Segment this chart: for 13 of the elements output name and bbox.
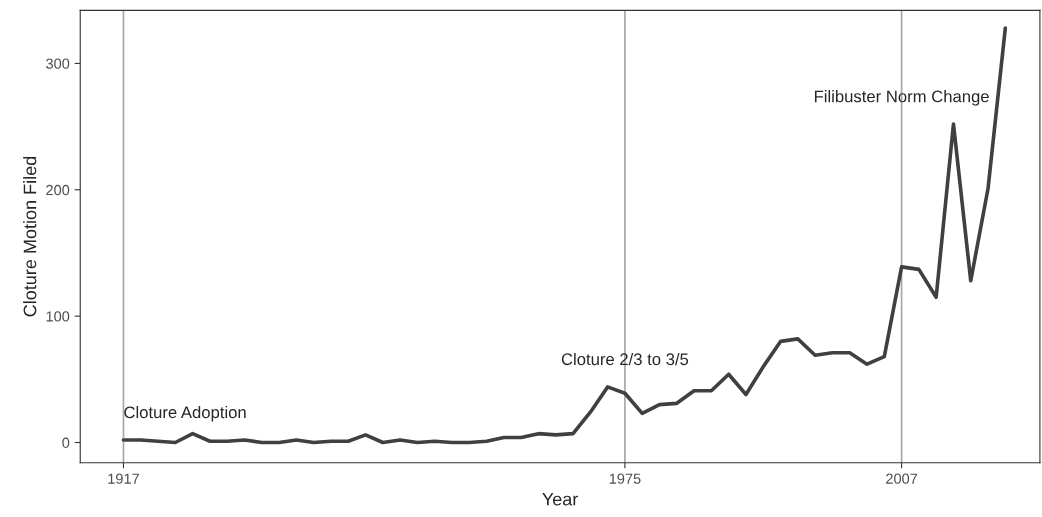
y-tick-label: 200: [46, 184, 70, 196]
x-tick-label: 1917: [108, 473, 139, 484]
ref-line-label: Filibuster Norm Change: [814, 90, 989, 106]
line-series: [121, 26, 1008, 445]
x-axis-title: Year: [542, 492, 579, 506]
x-tick-label: 2007: [886, 473, 918, 484]
y-tick-label: 300: [46, 58, 70, 69]
y-tick-label: 100: [46, 311, 70, 322]
y-tick-label: 0: [62, 437, 70, 448]
x-tick-label: 1975: [609, 473, 641, 484]
y-axis-title: Cloture Motion Filed: [23, 156, 37, 317]
ref-line-label: Cloture 2/3 to 3/5: [561, 352, 689, 366]
ref-line-label: Cloture Adoption: [124, 405, 246, 422]
